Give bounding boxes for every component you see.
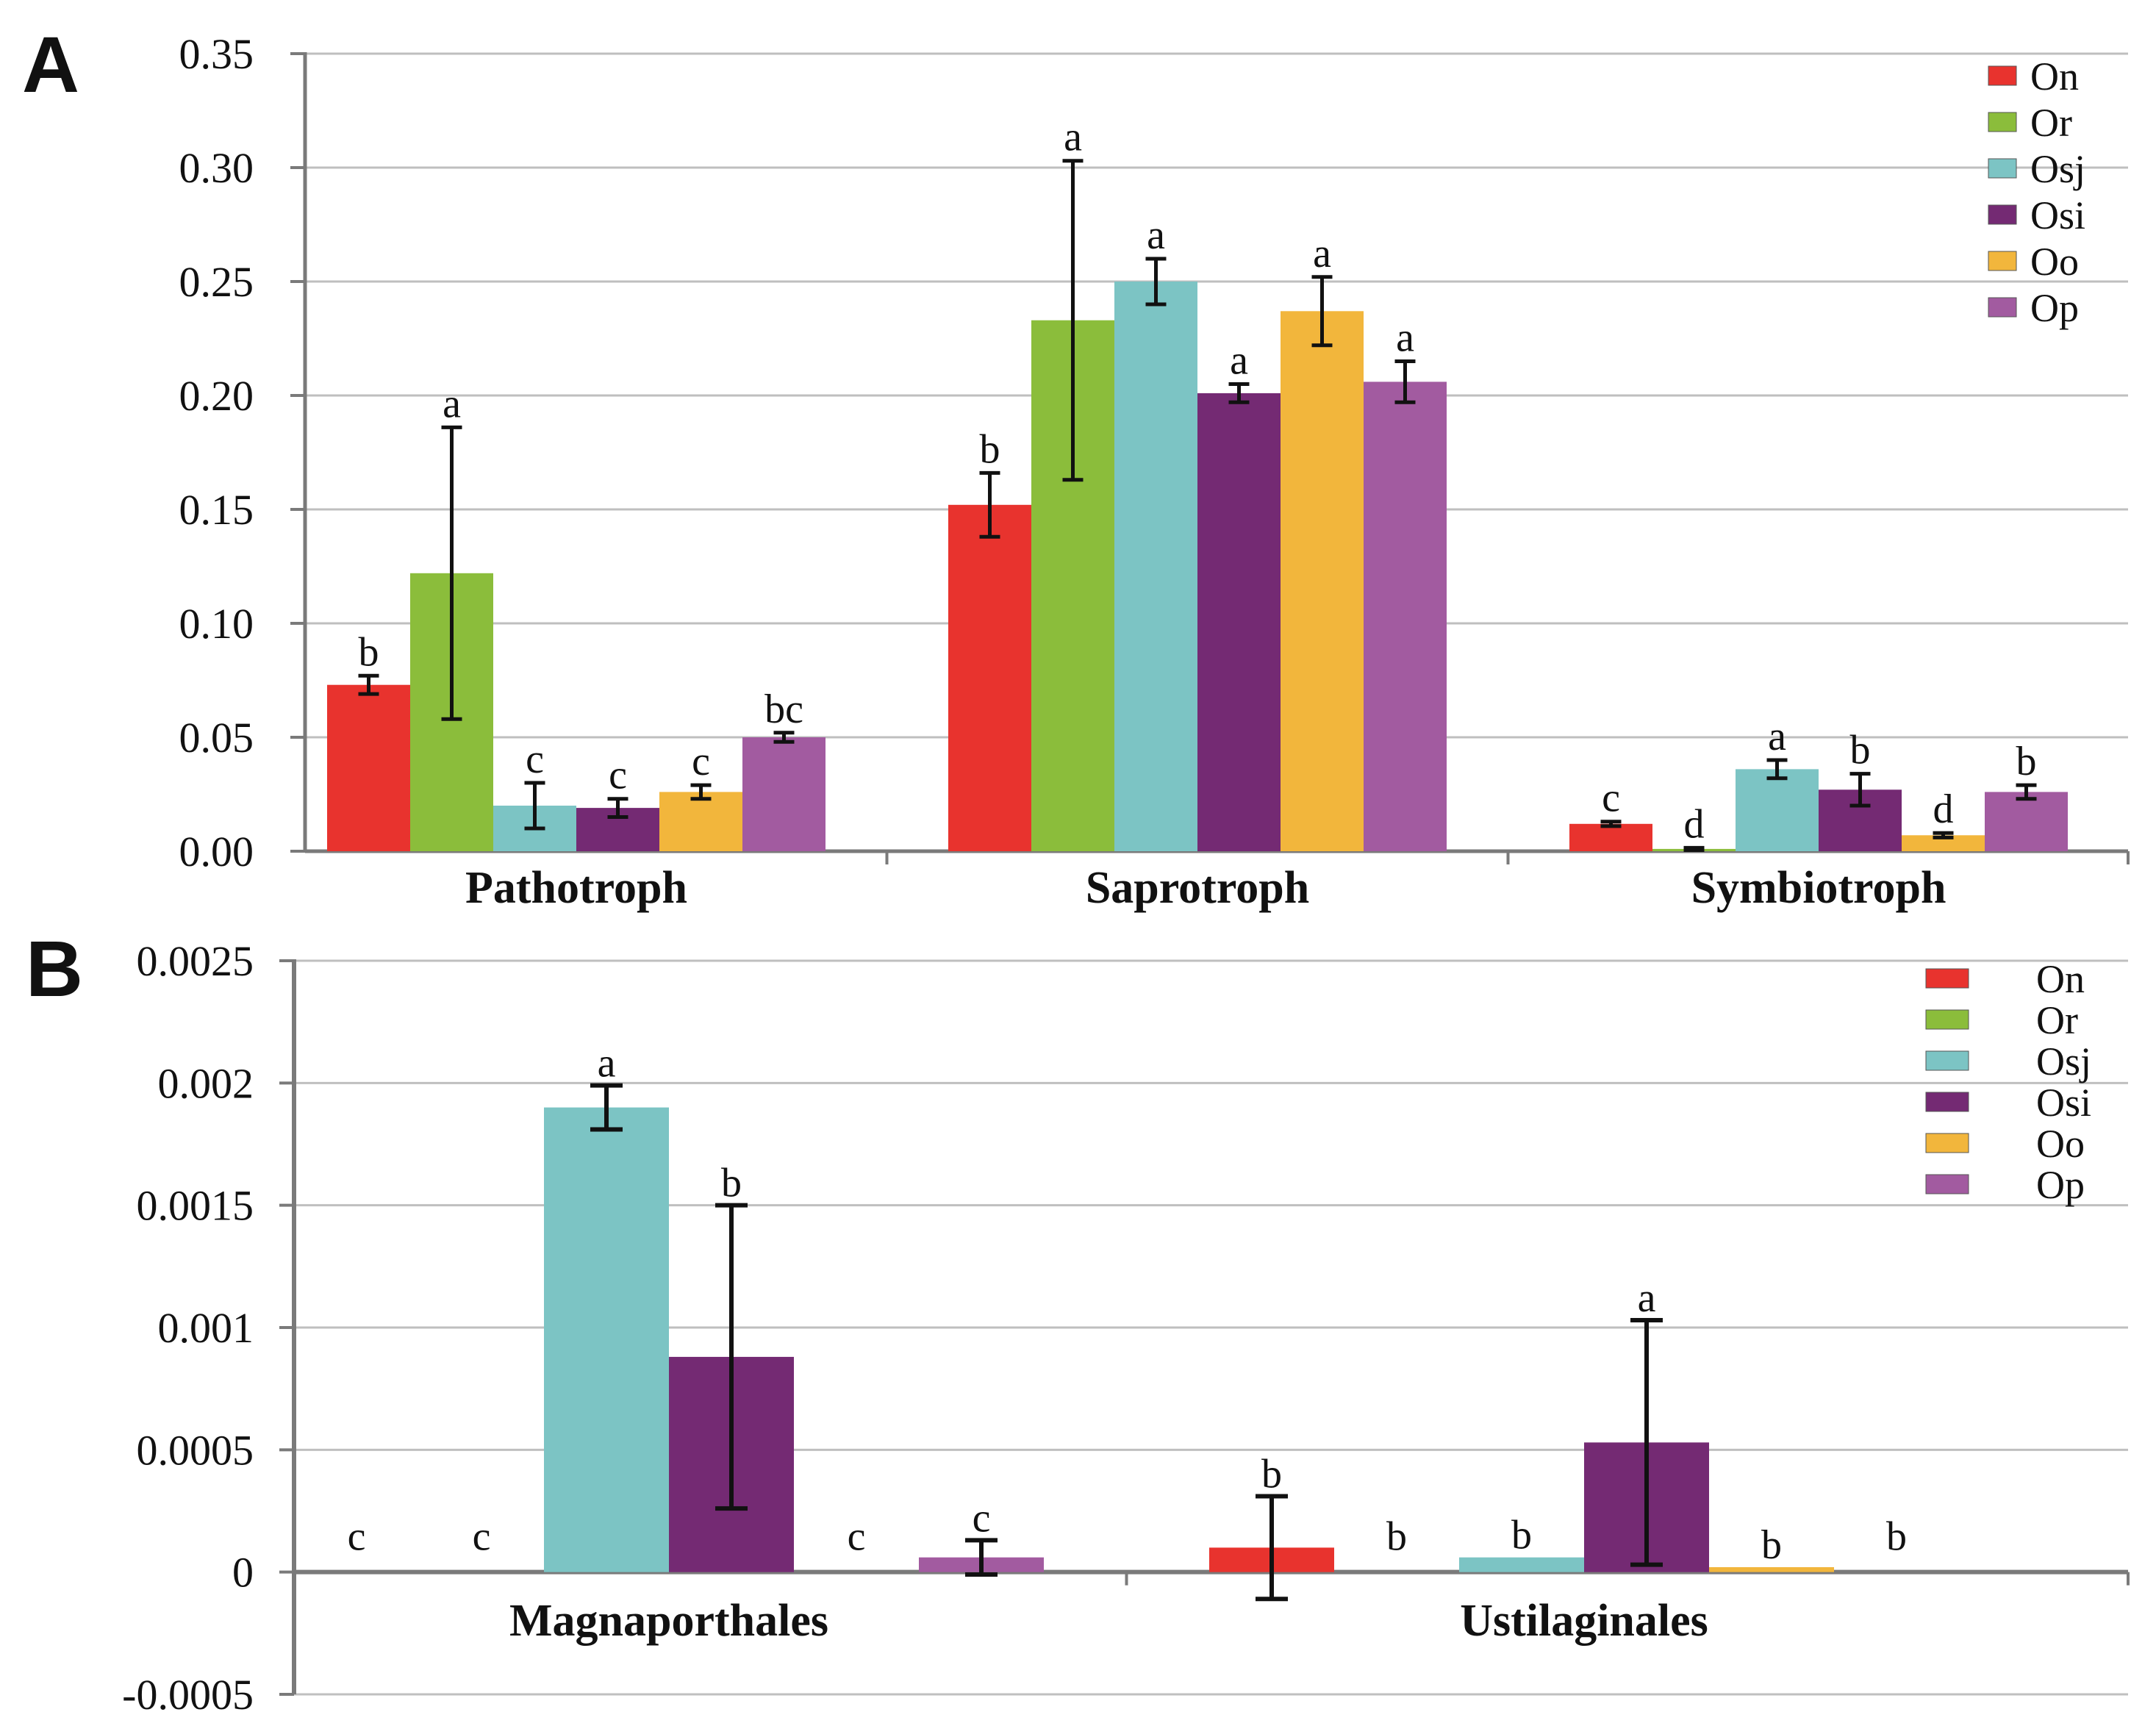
y-tick-label: 0 xyxy=(232,1549,254,1597)
significance-letter: c xyxy=(973,1495,991,1541)
legend-swatch-Osj xyxy=(1988,158,2017,179)
panel-label: A xyxy=(22,20,79,109)
bar-Oo-Symbiotroph xyxy=(1902,835,1985,851)
significance-letter: b xyxy=(2016,739,2037,784)
bar-Op-Symbiotroph xyxy=(1985,792,2068,851)
legend-label-Oo: Oo xyxy=(2030,240,2079,284)
y-tick-label: 0.20 xyxy=(179,372,254,420)
category-label: Symbiotroph xyxy=(1691,863,1947,913)
significance-letter: a xyxy=(1396,315,1414,361)
significance-letter: b xyxy=(980,426,1000,472)
legend-label-Osj: Osj xyxy=(2036,1039,2091,1083)
legend-swatch-Oo xyxy=(1925,1133,1969,1153)
significance-letter: a xyxy=(1638,1275,1656,1321)
bar-Osj-Magnaporthales xyxy=(544,1107,669,1572)
legend-label-On: On xyxy=(2036,957,2085,1001)
legend-swatch-On xyxy=(1988,65,2017,86)
legend-label-On: On xyxy=(2030,54,2079,98)
bar-Oo-Saprotroph xyxy=(1281,311,1364,851)
y-tick-label: 0.002 xyxy=(158,1059,254,1107)
legend-label-Osi: Osi xyxy=(2036,1081,2091,1125)
significance-letter: b xyxy=(359,629,379,675)
significance-letter: a xyxy=(1230,338,1248,384)
y-tick-label: -0.0005 xyxy=(122,1671,254,1719)
category-label: Magnaporthales xyxy=(509,1596,828,1646)
legend-swatch-Osi xyxy=(1988,204,2017,225)
significance-letter: c xyxy=(473,1514,491,1560)
y-tick-label: 0.0025 xyxy=(137,937,254,985)
panel-label: B xyxy=(26,924,83,1013)
legend-label-Osi: Osi xyxy=(2030,193,2085,237)
significance-letter: a xyxy=(598,1041,616,1086)
significance-letter: b xyxy=(1761,1522,1782,1568)
legend-swatch-Op xyxy=(1925,1174,1969,1194)
legend-swatch-Or xyxy=(1925,1009,1969,1030)
significance-letter: c xyxy=(692,739,710,784)
significance-letter: c xyxy=(848,1514,866,1560)
y-tick-label: 0.30 xyxy=(179,144,254,192)
significance-letter: b xyxy=(1511,1513,1532,1558)
legend-label-Op: Op xyxy=(2030,286,2079,330)
significance-letter: b xyxy=(1886,1514,1907,1560)
legend-label-Or: Or xyxy=(2030,101,2072,145)
category-label: Pathotroph xyxy=(465,863,687,913)
significance-letter: c xyxy=(526,737,544,782)
legend-swatch-Op xyxy=(1988,297,2017,318)
significance-letter: a xyxy=(1064,115,1082,160)
y-tick-label: 0.05 xyxy=(179,714,254,762)
y-tick-label: 0.0015 xyxy=(137,1182,254,1230)
significance-letter: c xyxy=(1602,775,1620,821)
bar-On-Symbiotroph xyxy=(1569,823,1652,851)
significance-letter: a xyxy=(1147,212,1165,258)
bar-Osj-Ustilaginales xyxy=(1459,1557,1584,1572)
significance-letter: bc xyxy=(764,687,803,732)
bar-Osj-Saprotroph xyxy=(1114,282,1197,851)
legend-label-Op: Op xyxy=(2036,1163,2085,1207)
legend-swatch-Osi xyxy=(1925,1092,1969,1112)
bar-Oo-Pathotroph xyxy=(659,792,742,851)
significance-letter: d xyxy=(1684,801,1705,847)
legend-swatch-Or xyxy=(1988,112,2017,132)
legend-swatch-Osj xyxy=(1925,1050,1969,1071)
legend-label-Osj: Osj xyxy=(2030,147,2085,191)
significance-letter: a xyxy=(1313,231,1331,276)
y-tick-label: 0.001 xyxy=(158,1304,254,1352)
significance-letter: b xyxy=(721,1161,742,1206)
significance-letter: a xyxy=(443,381,461,426)
legend-label-Or: Or xyxy=(2036,998,2078,1042)
y-tick-label: 0.15 xyxy=(179,486,254,534)
significance-letter: b xyxy=(1850,728,1871,773)
y-tick-label: 0.00 xyxy=(179,828,254,875)
significance-letter: d xyxy=(1933,787,1954,832)
bar-Osi-Saprotroph xyxy=(1197,393,1281,851)
bar-Op-Pathotroph xyxy=(742,737,825,851)
bar-Oo-Ustilaginales xyxy=(1709,1567,1834,1572)
significance-letter: c xyxy=(609,753,627,798)
category-label: Saprotroph xyxy=(1086,863,1309,913)
y-tick-label: 0.25 xyxy=(179,258,254,306)
bar-On-Pathotroph xyxy=(327,684,410,851)
legend-swatch-Oo xyxy=(1988,251,2017,271)
panel-b-chart: B -0.0005 0 0.0005 0.001 0.0015 0.002 0.0025 Mag… xyxy=(26,924,2130,1719)
bar-Op-Saprotroph xyxy=(1364,382,1447,851)
y-tick-label: 0.35 xyxy=(179,30,254,78)
significance-letter: a xyxy=(1768,714,1786,759)
bar-On-Saprotroph xyxy=(948,504,1031,851)
bar-Osj-Symbiotroph xyxy=(1736,769,1819,851)
legend-label-Oo: Oo xyxy=(2036,1122,2085,1166)
significance-letter: b xyxy=(1261,1452,1282,1497)
significance-letter: b xyxy=(1386,1514,1407,1560)
category-label: Ustilaginales xyxy=(1460,1596,1708,1646)
panel-a-chart: A 0.00 0.05 0.10 0.15 0.20 0.25 0.30 0.35 Pathotr… xyxy=(22,20,2130,913)
legend-swatch-On xyxy=(1925,968,1969,989)
significance-letter: c xyxy=(348,1514,366,1560)
y-tick-label: 0.10 xyxy=(179,600,254,648)
y-tick-label: 0.0005 xyxy=(137,1426,254,1474)
